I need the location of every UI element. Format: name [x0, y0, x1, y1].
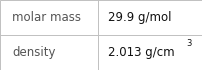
- Text: 2.013 g/cm: 2.013 g/cm: [108, 46, 175, 59]
- Text: 29.9 g/mol: 29.9 g/mol: [108, 11, 171, 24]
- Text: molar mass: molar mass: [12, 11, 81, 24]
- Text: density: density: [12, 46, 56, 59]
- Text: 3: 3: [186, 39, 191, 48]
